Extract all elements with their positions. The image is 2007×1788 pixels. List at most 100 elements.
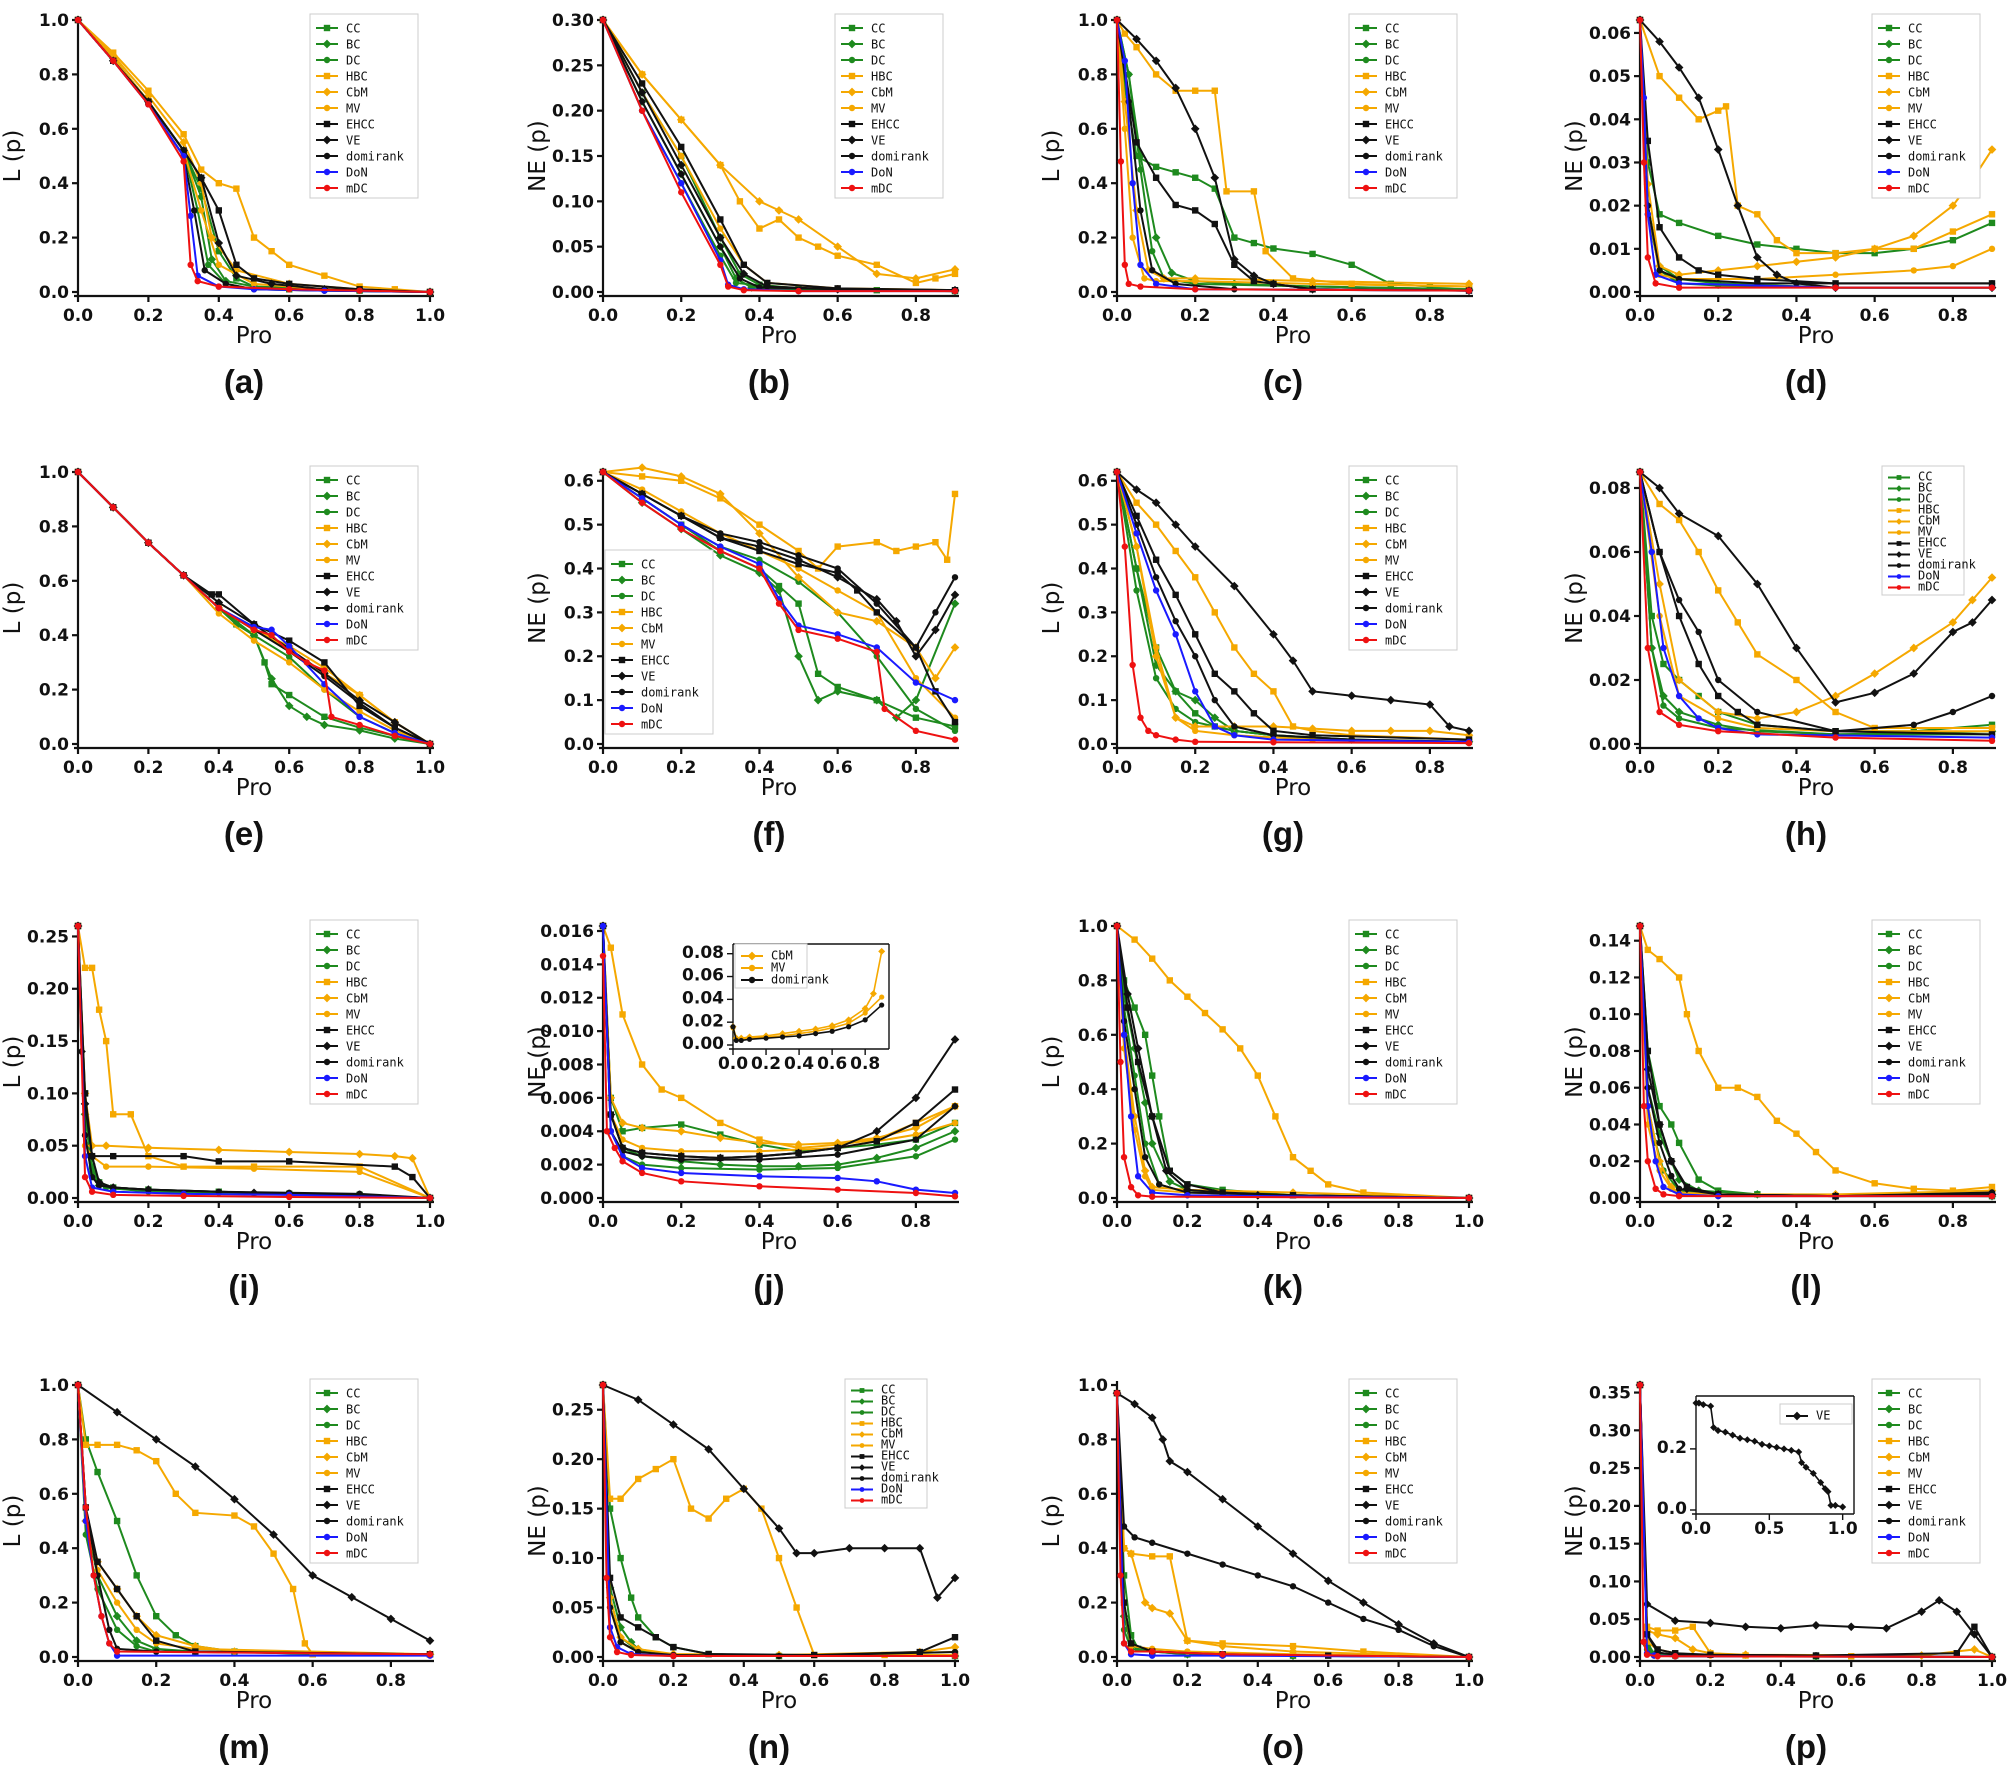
point-HBC <box>1812 1148 1820 1156</box>
point-MV <box>1133 543 1140 550</box>
point-CbM <box>1688 1645 1698 1654</box>
point-MV <box>250 1165 258 1172</box>
y-tick-label: 0.2 <box>1657 1438 1687 1458</box>
y-tick-label: 0.8 <box>1078 65 1108 85</box>
x-axis-label: Pro <box>1798 1229 1835 1255</box>
point-HBC <box>1307 1167 1314 1174</box>
point-MV <box>1309 280 1316 288</box>
legend-label-mDC: mDC <box>346 1087 368 1101</box>
legend-marker-DoN <box>1885 168 1893 176</box>
point-EHCC <box>286 280 293 288</box>
legend-marker-MV <box>1362 104 1370 112</box>
point-mDC <box>1660 1191 1667 1198</box>
point-domirank <box>1715 676 1722 684</box>
panel-letter: (g) <box>1262 815 1304 852</box>
legend-marker-DC <box>323 56 331 64</box>
point-DC <box>1152 674 1160 682</box>
legend-marker-CC <box>1885 1389 1893 1397</box>
point-VE <box>950 1035 960 1044</box>
series-HBC <box>1113 922 1473 1202</box>
point-HBC <box>1289 275 1297 282</box>
legend-label-EHCC: EHCC <box>346 1482 375 1496</box>
point-VE <box>1714 1427 1722 1435</box>
point-VE <box>1158 1435 1168 1444</box>
x-tick-label: 0.4 <box>744 1212 774 1232</box>
point-CbM <box>950 265 960 274</box>
point-VE <box>1773 1443 1781 1451</box>
point-domirank <box>1360 1615 1367 1623</box>
legend-label-EHCC: EHCC <box>346 569 375 583</box>
point-HBC <box>391 286 398 293</box>
point-DC <box>133 1642 140 1650</box>
x-tick-label: 0.4 <box>744 306 774 326</box>
y-tick-label: 0.4 <box>1078 559 1108 579</box>
point-DoN <box>873 1178 880 1185</box>
legend-marker-CC <box>859 1388 865 1393</box>
legend-label-MV: MV <box>1385 1466 1399 1480</box>
legend-marker-mDC <box>1362 636 1370 644</box>
x-tick-label: 0.6 <box>823 306 853 326</box>
legend-label-CbM: CbM <box>346 1450 368 1464</box>
y-tick-label: 0.05 <box>1589 67 1631 87</box>
x-tick-label: 1.0 <box>1828 1519 1858 1539</box>
legend-label-domirank: domirank <box>871 149 930 163</box>
line-VE <box>1116 1392 1470 1658</box>
point-HBC <box>1773 236 1781 244</box>
point-mDC <box>1640 1638 1647 1646</box>
panel-j: 0.0 0.2 0.4 0.6 0.80.0000.0020.0040.0060.008… <box>525 921 960 1305</box>
y-tick-label: 0.002 <box>540 1156 594 1176</box>
point-CbM <box>284 1147 294 1157</box>
legend-label-CbM: CbM <box>1385 537 1407 551</box>
panel-letter: (o) <box>1262 1728 1304 1765</box>
point-BC <box>911 695 921 705</box>
legend-marker-EHCC <box>859 1454 865 1459</box>
point-HBC <box>1734 1084 1741 1091</box>
x-tick-label: 0.4 <box>204 306 234 326</box>
point-EHCC <box>873 1138 880 1145</box>
point-EHCC <box>1695 267 1702 274</box>
point-DoN <box>286 642 293 650</box>
panel-o: 0.0 0.2 0.4 0.6 0.8 1.00.00.20.40.60.81.0ProL… <box>1039 1376 1484 1765</box>
point-HBC <box>1254 1072 1261 1079</box>
point-domirank <box>1131 1086 1138 1093</box>
point-CC <box>1949 236 1957 244</box>
point-HBC <box>1832 1167 1839 1174</box>
point-HBC <box>1715 1084 1722 1091</box>
point-CC <box>635 1614 642 1621</box>
point-BC <box>794 651 803 661</box>
point-HBC <box>192 1509 199 1517</box>
point-mDC <box>1145 727 1152 735</box>
y-tick-label: 0.14 <box>1589 932 1631 952</box>
point-EHCC <box>233 261 240 268</box>
point-domirank <box>1270 732 1277 739</box>
point-DoN <box>1231 732 1238 739</box>
y-tick-label: 0.8 <box>1078 1430 1108 1450</box>
legend-label-EHCC: EHCC <box>346 117 375 131</box>
point-BC <box>267 674 276 684</box>
legend-marker-MV <box>1896 530 1902 535</box>
point-CC <box>627 1594 635 1601</box>
point-mDC <box>611 1144 618 1152</box>
point-VE <box>933 1593 942 1602</box>
legend-label-DoN: DoN <box>1918 569 1940 583</box>
series-domirank <box>730 1002 885 1044</box>
legend-marker-DoN <box>323 620 331 628</box>
point-domirank <box>222 280 230 288</box>
point-BC <box>1171 687 1180 696</box>
y-tick-label: 0.0 <box>39 283 69 303</box>
legend-label-DoN: DoN <box>1385 1530 1407 1544</box>
series-VE <box>73 1380 435 1645</box>
legend-marker-HBC <box>323 978 331 986</box>
point-mDC <box>110 57 117 64</box>
point-mDC <box>321 667 328 674</box>
legend-marker-EHCC <box>1362 572 1370 580</box>
point-CbM <box>1308 724 1317 733</box>
y-tick-label: 0.0 <box>1078 1189 1108 1209</box>
y-tick-label: 0.1 <box>1078 691 1108 711</box>
x-tick-label: 1.0 <box>1454 1212 1484 1232</box>
point-HBC <box>1871 1180 1878 1187</box>
point-VE <box>87 1151 97 1161</box>
point-HBC <box>1988 211 1996 218</box>
point-HBC <box>1272 1113 1279 1120</box>
